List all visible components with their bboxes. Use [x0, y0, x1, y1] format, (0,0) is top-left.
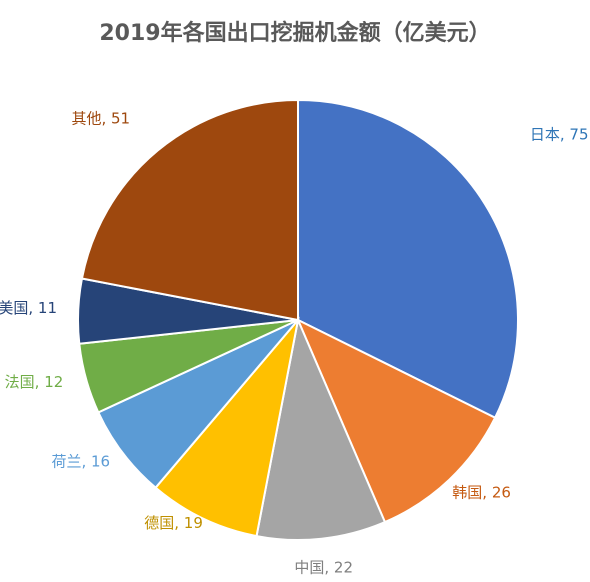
- pie-label-6: 美国, 11: [0, 299, 57, 317]
- pie-slice-2: [255, 316, 387, 541]
- pie-label-7: 其他, 51: [71, 110, 130, 128]
- pie-slice-1: [296, 317, 497, 524]
- pie-label-2: 中国, 22: [294, 559, 353, 577]
- pie-label-0: 日本, 75: [530, 125, 589, 143]
- pie-label-3: 德国, 19: [144, 514, 203, 532]
- chart-title: 2019年各国出口挖掘机金额（亿美元）: [99, 20, 490, 46]
- pie-slice-0: [297, 98, 519, 420]
- pie-labels: 日本, 75 韩国, 26 中国, 22 德国, 19 荷兰, 16 法国, 12 美国, …: [0, 110, 589, 577]
- pie-slices: [77, 98, 519, 541]
- pie-label-1: 韩国, 26: [452, 483, 511, 501]
- pie-label-4: 荷兰, 16: [51, 452, 110, 470]
- pie-label-5: 法国, 12: [5, 373, 64, 391]
- pie-slice-7: [80, 98, 299, 322]
- pie-slice-3: [154, 316, 300, 538]
